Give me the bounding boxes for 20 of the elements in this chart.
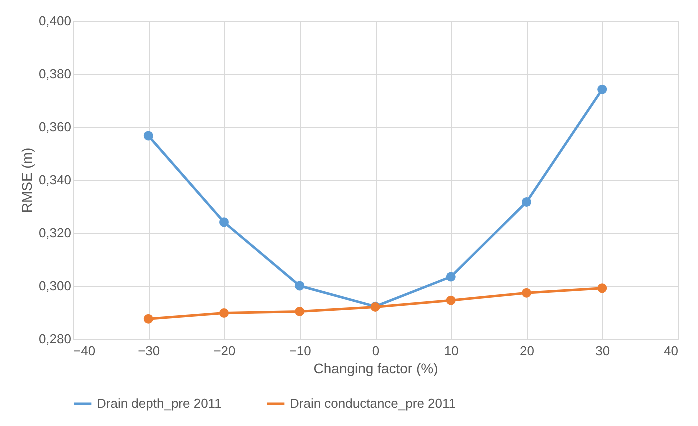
y-tick-label: 0,280	[38, 332, 72, 346]
x-tick-label: −10	[289, 344, 312, 358]
x-tick-label: 30	[596, 344, 610, 358]
y-axis-title: RMSE (m)	[18, 148, 35, 214]
x-axis-title: Changing factor (%)	[314, 360, 438, 376]
x-tick-label: −30	[138, 344, 160, 358]
x-tick-label: 10	[444, 344, 459, 358]
y-tick-label: 0,380	[38, 66, 72, 82]
legend-label: Drain conductance_pre 2011	[290, 396, 456, 411]
x-tick-label: 20	[520, 344, 534, 358]
x-tick-label: −40	[74, 344, 96, 358]
y-tick-label: 0,360	[38, 120, 72, 134]
y-tick-label: 0,340	[38, 172, 72, 188]
x-tick-label: 40	[664, 344, 678, 358]
x-tick-label: −20	[214, 344, 236, 358]
y-tick-label: 0,400	[38, 14, 72, 28]
x-tick-label: 0	[372, 344, 380, 358]
y-tick-label: 0,300	[38, 278, 72, 294]
y-tick-label: 0,320	[38, 226, 72, 240]
legend-label: Drain depth_pre 2011	[97, 396, 222, 411]
